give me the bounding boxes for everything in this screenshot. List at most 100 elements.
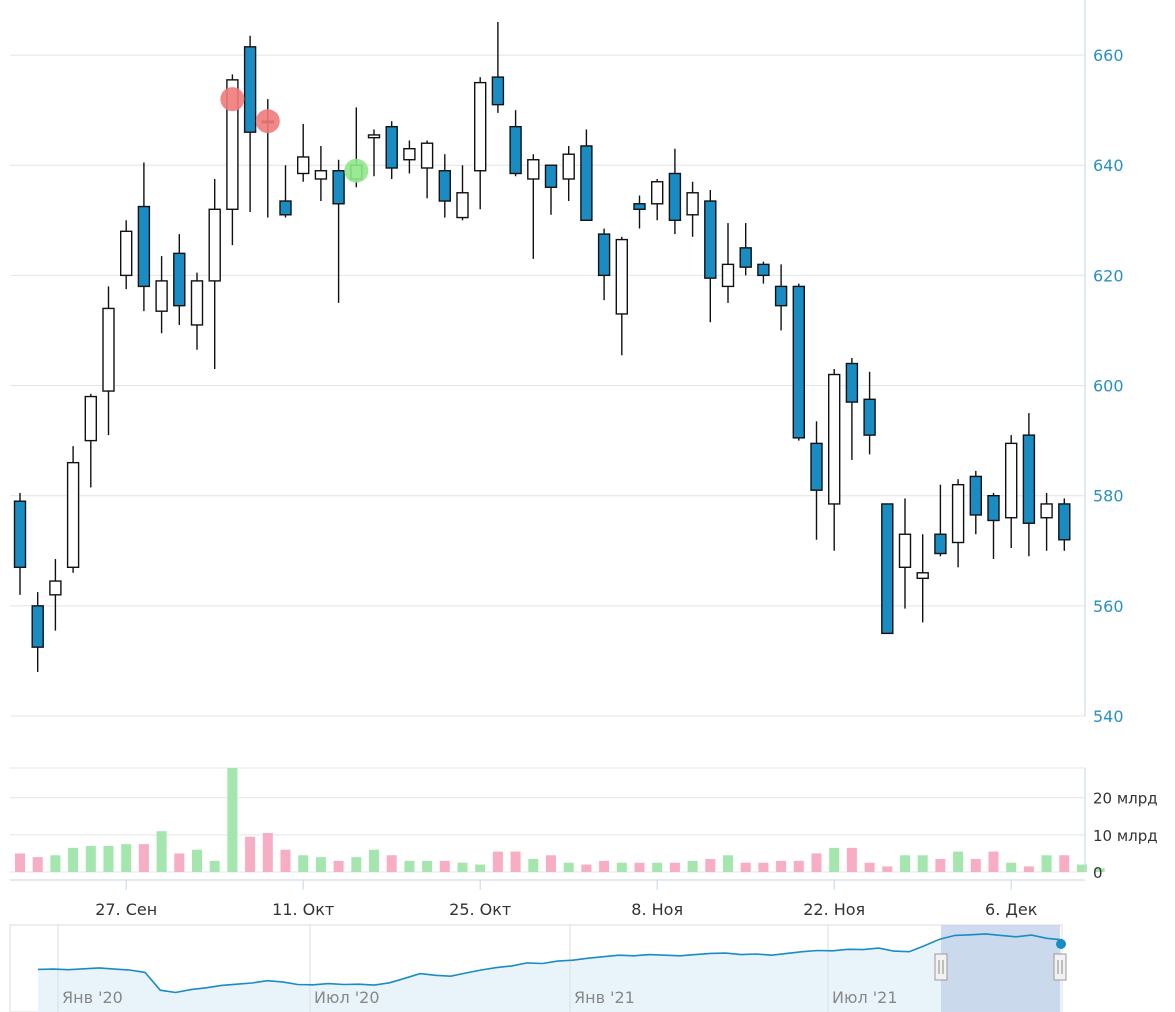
candle[interactable] <box>208 179 221 370</box>
candle[interactable] <box>686 181 699 237</box>
candle[interactable] <box>332 159 345 303</box>
candle[interactable] <box>951 479 965 568</box>
candle[interactable] <box>810 421 823 540</box>
candle[interactable] <box>721 223 735 303</box>
candle[interactable] <box>739 223 752 276</box>
candle[interactable] <box>916 534 929 623</box>
candle[interactable] <box>297 123 310 182</box>
volume-bar <box>369 849 379 872</box>
signal-marker[interactable] <box>344 158 369 183</box>
candle-body <box>686 192 699 216</box>
volume-bar <box>32 857 43 872</box>
volume-bar <box>1041 855 1052 872</box>
volume-bar <box>546 855 556 872</box>
candle[interactable] <box>456 165 469 221</box>
date-tick-label: 11. Окт <box>272 900 334 919</box>
candle[interactable] <box>562 145 575 202</box>
candle[interactable] <box>367 129 381 177</box>
date-tick-label: 8. Ноя <box>631 900 683 919</box>
candle-body <box>597 233 611 277</box>
volume-bar <box>315 857 326 872</box>
volume-bar <box>829 847 840 872</box>
price-tick-label: 600 <box>1093 377 1124 396</box>
candle-body <box>1005 442 1018 519</box>
candle[interactable] <box>757 261 770 284</box>
navigator-handle[interactable] <box>934 953 948 981</box>
candle[interactable] <box>243 35 257 213</box>
volume-bar <box>882 866 893 872</box>
candle[interactable] <box>527 154 540 259</box>
signal-marker[interactable] <box>220 87 245 112</box>
candle[interactable] <box>1005 435 1018 549</box>
price-grid <box>10 54 1085 717</box>
volume-bar <box>935 859 946 872</box>
candle[interactable] <box>792 283 805 441</box>
candle-body <box>739 247 752 268</box>
volume-bar <box>262 833 273 872</box>
volume-bar <box>864 862 875 872</box>
volume-bar <box>298 855 309 872</box>
candle[interactable] <box>66 446 80 573</box>
candle[interactable] <box>580 129 593 222</box>
candle-body <box>385 125 398 169</box>
candle[interactable] <box>597 228 611 301</box>
candle[interactable] <box>155 256 168 334</box>
candle[interactable] <box>13 492 27 595</box>
volume-bar <box>988 851 999 872</box>
candle-body <box>562 153 575 180</box>
candle[interactable] <box>615 236 628 356</box>
candle[interactable] <box>1022 413 1036 557</box>
candle[interactable] <box>474 77 487 210</box>
candle-body <box>828 373 841 505</box>
candle[interactable] <box>385 121 398 179</box>
candle[interactable] <box>828 369 841 551</box>
candle[interactable] <box>934 484 947 557</box>
signal-marker[interactable] <box>255 109 280 134</box>
candle[interactable] <box>102 286 115 436</box>
candle[interactable] <box>173 234 186 325</box>
volume-bar <box>758 862 769 872</box>
candle[interactable] <box>544 164 558 215</box>
volume-bar <box>492 851 503 872</box>
navigator[interactable]: Янв '20 Июл '20 Янв '21 Июл '21 <box>9 924 1067 1012</box>
candle[interactable] <box>509 110 522 177</box>
candle[interactable] <box>119 220 133 290</box>
candle[interactable] <box>491 22 505 113</box>
price-tick-label: 580 <box>1093 487 1124 506</box>
volume-bar <box>811 853 822 872</box>
candle[interactable] <box>668 148 682 235</box>
candle[interactable] <box>403 140 416 174</box>
candle-body <box>544 164 558 188</box>
candle[interactable] <box>651 179 664 221</box>
candle[interactable] <box>84 393 98 488</box>
candle-body <box>208 208 221 282</box>
candle[interactable] <box>898 498 912 609</box>
candle[interactable] <box>438 154 451 218</box>
navigator-tick-label: Янв '20 <box>62 988 123 1007</box>
candle[interactable] <box>190 272 204 350</box>
candle[interactable] <box>420 140 434 199</box>
candle[interactable] <box>279 165 292 218</box>
candle[interactable] <box>704 190 717 323</box>
volume-bar <box>900 855 910 872</box>
candle[interactable] <box>314 145 328 202</box>
candle-body <box>668 172 682 222</box>
candle[interactable] <box>987 492 1000 560</box>
volume-bar <box>174 853 185 872</box>
candle[interactable] <box>863 371 876 455</box>
candle[interactable] <box>774 264 788 331</box>
volume-bar <box>404 860 415 872</box>
candle[interactable] <box>1040 492 1053 551</box>
candle[interactable] <box>49 559 62 631</box>
navigator-selection[interactable] <box>941 925 1060 1012</box>
candle[interactable] <box>969 470 982 535</box>
candle[interactable] <box>881 503 894 635</box>
candle[interactable] <box>137 162 151 312</box>
candle[interactable] <box>633 195 646 229</box>
candle-body <box>13 500 27 568</box>
volume-bar <box>776 860 787 872</box>
candle[interactable] <box>845 358 859 460</box>
candle[interactable] <box>31 592 44 672</box>
candle[interactable] <box>1058 498 1071 551</box>
navigator-handle[interactable] <box>1053 953 1067 981</box>
